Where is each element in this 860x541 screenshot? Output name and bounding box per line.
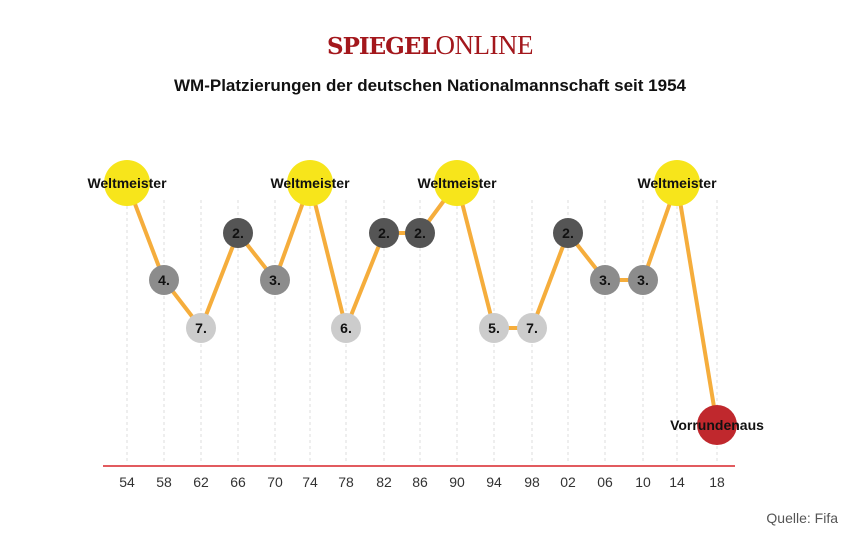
source-note: Quelle: Fifa: [766, 510, 838, 526]
champion-marker: [434, 160, 480, 206]
x-tick-label: 98: [524, 474, 540, 490]
placement-marker: [149, 265, 179, 295]
x-tick-label: 66: [230, 474, 246, 490]
data-label: Vorrundenaus: [670, 417, 764, 433]
spiegel-online-logo: SPIEGELONLINE: [0, 30, 860, 61]
x-tick-label: 62: [193, 474, 209, 490]
x-tick-label: 54: [119, 474, 135, 490]
data-label: 2.: [414, 225, 426, 241]
data-label: Weltmeister: [417, 175, 497, 191]
data-label: 3.: [599, 272, 611, 288]
champion-marker: [104, 160, 150, 206]
placement-marker: [223, 218, 253, 248]
data-label: 7.: [526, 320, 538, 336]
placement-marker: [517, 313, 547, 343]
placement-marker: [590, 265, 620, 295]
x-tick-label: 06: [597, 474, 613, 490]
data-label: Weltmeister: [637, 175, 717, 191]
chart-title: WM-Platzierungen der deutschen Nationalm…: [173, 76, 686, 95]
data-label: 2.: [562, 225, 574, 241]
placement-marker: [186, 313, 216, 343]
data-label: 7.: [195, 320, 207, 336]
x-tick-label: 74: [302, 474, 318, 490]
placement-marker: [479, 313, 509, 343]
x-tick-label: 78: [338, 474, 354, 490]
data-label: Weltmeister: [87, 175, 167, 191]
x-tick-label: 02: [560, 474, 576, 490]
placement-marker: [260, 265, 290, 295]
logo-part1: SPIEGEL: [326, 33, 437, 60]
champion-marker: [287, 160, 333, 206]
logo-part2: ONLINE: [435, 30, 534, 60]
x-tick-label: 86: [412, 474, 428, 490]
placement-marker: [405, 218, 435, 248]
x-tick-label: 14: [669, 474, 685, 490]
placement-marker: [331, 313, 361, 343]
data-label: 3.: [637, 272, 649, 288]
data-label: 4.: [158, 272, 170, 288]
x-tick-label: 10: [635, 474, 651, 490]
data-label: 2.: [232, 225, 244, 241]
placement-marker: [369, 218, 399, 248]
data-label: 3.: [269, 272, 281, 288]
group-stage-exit-marker: [697, 405, 737, 445]
x-tick-label: 94: [486, 474, 502, 490]
x-tick-label: 58: [156, 474, 172, 490]
data-label: Weltmeister: [270, 175, 350, 191]
data-label: 6.: [340, 320, 352, 336]
x-tick-label: 18: [709, 474, 725, 490]
placement-marker: [628, 265, 658, 295]
data-label: 5.: [488, 320, 500, 336]
x-tick-label: 82: [376, 474, 392, 490]
champion-marker: [654, 160, 700, 206]
data-label: 2.: [378, 225, 390, 241]
placement-marker: [553, 218, 583, 248]
x-tick-label: 90: [449, 474, 465, 490]
x-tick-label: 70: [267, 474, 283, 490]
